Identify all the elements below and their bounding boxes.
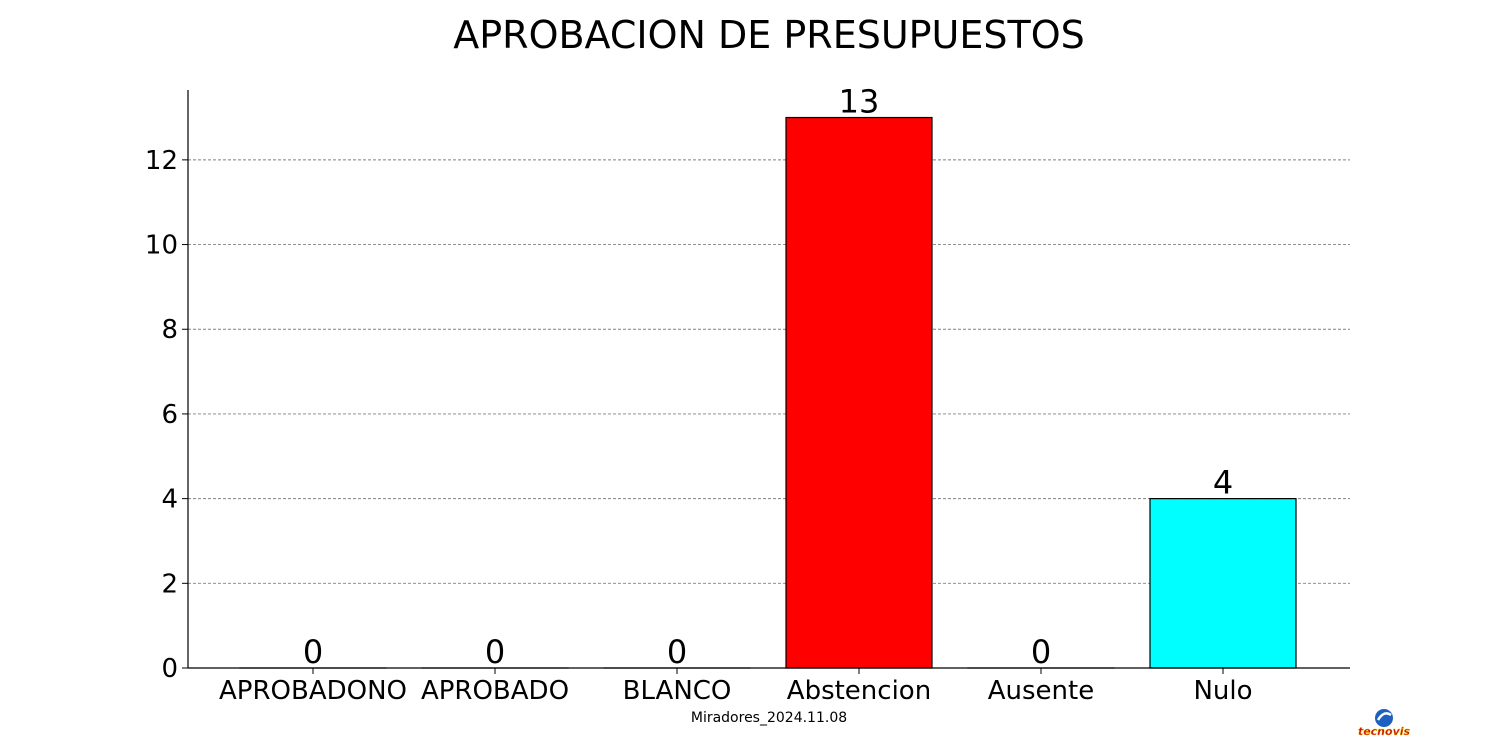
data-labels: 0 0 0 13 0 4 [303,83,1233,671]
y-tick-label: 4 [161,485,178,515]
logo-swoosh-icon [1376,712,1392,721]
chart-caption: Miradores_2024.11.08 [691,710,847,726]
data-label: 0 [485,633,505,671]
x-tick-label: APROBADONO [219,676,407,706]
x-tick-label: Ausente [988,676,1094,706]
data-label: 0 [667,633,687,671]
data-label: 4 [1213,464,1233,502]
bars [239,116,1297,669]
x-tick-label: Nulo [1193,676,1252,706]
data-label: 0 [1031,633,1051,671]
y-ticks: 0 2 4 6 8 10 12 [145,146,188,684]
y-tick-label: 12 [145,146,178,176]
y-tick-label: 2 [161,569,178,599]
y-tick-label: 8 [161,315,178,345]
y-tick-label: 6 [161,400,178,430]
axes [187,90,1350,669]
x-tick-label: APROBADO [421,676,569,706]
y-tick-label: 0 [161,654,178,684]
bar-nulo [1149,498,1297,669]
y-tick-label: 10 [145,231,178,261]
x-tick-label: Abstencion [787,676,931,706]
tecnovis-logo: tecnovis [1358,709,1411,738]
data-label: 0 [303,633,323,671]
data-label: 13 [839,83,880,121]
x-ticks: APROBADONO APROBADO BLANCO Abstencion Ausent… [219,668,1253,706]
chart-title: APROBACION DE PRESUPUESTOS [453,13,1085,57]
grid-lines [188,159,1350,584]
x-tick-label: BLANCO [623,676,732,706]
logo-text: tecnovis [1358,725,1411,738]
bar-abstencion [785,116,933,669]
